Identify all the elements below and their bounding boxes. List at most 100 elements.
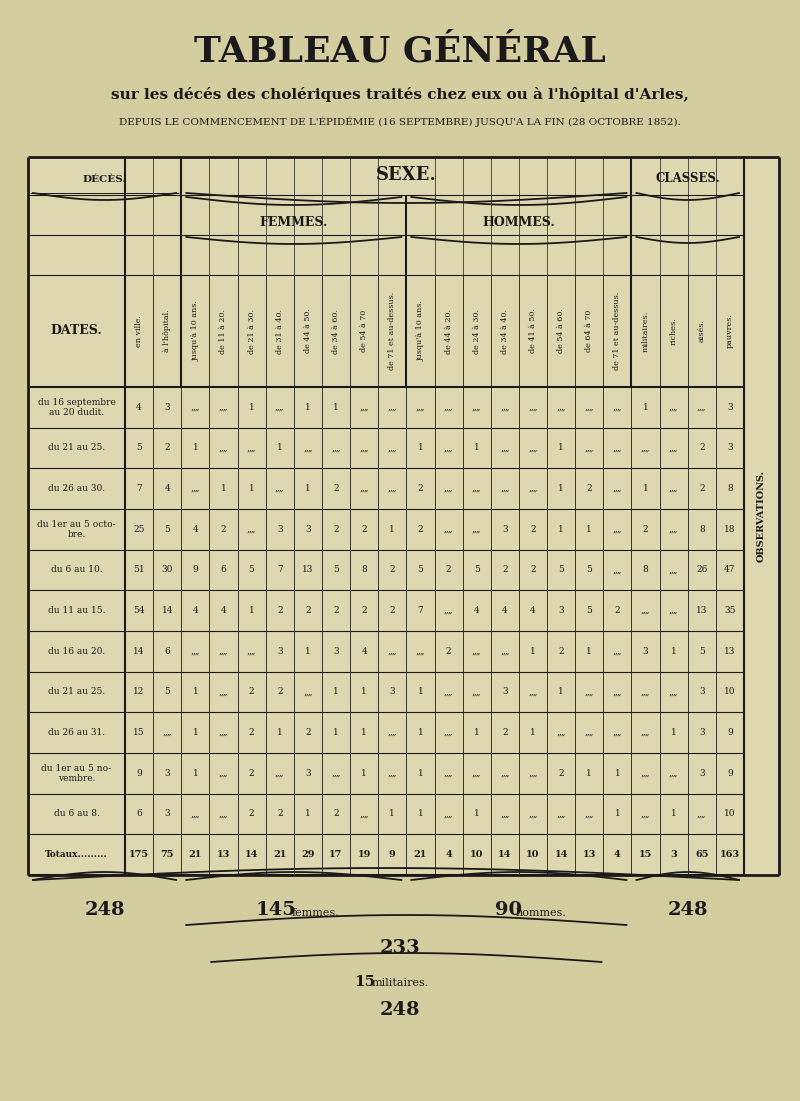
Text: de 54 à 60.: de 54 à 60. <box>557 308 565 353</box>
Text: 21: 21 <box>273 850 286 859</box>
Text: de 71 et au-dessus.: de 71 et au-dessus. <box>388 292 396 370</box>
Text: 5: 5 <box>249 566 254 575</box>
Text: „„: „„ <box>528 809 538 818</box>
Text: 5: 5 <box>164 687 170 697</box>
Text: 51: 51 <box>134 566 145 575</box>
Text: 5: 5 <box>699 646 705 656</box>
Text: 7: 7 <box>277 566 282 575</box>
Text: „„: „„ <box>585 687 594 697</box>
Text: 18: 18 <box>724 525 736 534</box>
Text: 3: 3 <box>670 850 677 859</box>
Text: 1: 1 <box>193 687 198 697</box>
Text: 5: 5 <box>136 444 142 453</box>
Text: „„: „„ <box>218 728 228 738</box>
Text: 3: 3 <box>305 525 310 534</box>
Text: de 44 à 20.: de 44 à 20. <box>445 308 453 353</box>
Text: du 26 au 31.: du 26 au 31. <box>48 728 105 738</box>
Text: 1: 1 <box>193 728 198 738</box>
Text: 5: 5 <box>586 566 592 575</box>
Text: „„: „„ <box>472 403 482 412</box>
Text: 17: 17 <box>330 850 342 859</box>
Text: 65: 65 <box>695 850 709 859</box>
Text: „„: „„ <box>641 728 650 738</box>
Text: „„: „„ <box>387 768 397 777</box>
Text: 10: 10 <box>724 809 736 818</box>
Text: 1: 1 <box>614 809 620 818</box>
Text: 1: 1 <box>333 403 339 412</box>
Text: 4: 4 <box>136 403 142 412</box>
Text: 4: 4 <box>474 607 479 615</box>
Text: „„: „„ <box>613 728 622 738</box>
Text: 2: 2 <box>334 525 339 534</box>
Text: 30: 30 <box>162 566 173 575</box>
Text: 3: 3 <box>699 687 705 697</box>
Text: 5: 5 <box>558 566 564 575</box>
Text: 13: 13 <box>582 850 596 859</box>
Text: 4: 4 <box>193 607 198 615</box>
Text: 1: 1 <box>193 444 198 453</box>
Text: 1: 1 <box>558 525 564 534</box>
Text: 25: 25 <box>134 525 145 534</box>
Text: „„: „„ <box>613 566 622 575</box>
Text: „„: „„ <box>697 403 706 412</box>
Text: militaires.: militaires. <box>371 978 429 988</box>
Text: 5: 5 <box>586 607 592 615</box>
Text: 7: 7 <box>418 607 423 615</box>
Text: aisés.: aisés. <box>698 319 706 342</box>
Text: 14: 14 <box>245 850 258 859</box>
Text: du 16 septembre
au 20 dudit.: du 16 septembre au 20 dudit. <box>38 397 115 417</box>
Bar <box>28 157 779 875</box>
Text: 10: 10 <box>470 850 483 859</box>
Text: DÉCÈS.: DÉCÈS. <box>82 174 126 184</box>
Text: 2: 2 <box>334 484 339 493</box>
Text: „„: „„ <box>444 484 454 493</box>
Text: 3: 3 <box>727 444 733 453</box>
Text: 3: 3 <box>727 403 733 412</box>
Text: 233: 233 <box>380 939 420 957</box>
Text: „„: „„ <box>444 687 454 697</box>
Text: 19: 19 <box>358 850 371 859</box>
Text: 1: 1 <box>277 444 282 453</box>
Text: 1: 1 <box>390 809 395 818</box>
Text: 1: 1 <box>418 768 423 777</box>
Text: 15: 15 <box>134 728 145 738</box>
Text: 1: 1 <box>586 768 592 777</box>
Text: 4: 4 <box>530 607 536 615</box>
Text: HOMMES.: HOMMES. <box>482 217 555 229</box>
Text: du 1er au 5 octo-
bre.: du 1er au 5 octo- bre. <box>37 520 116 539</box>
Text: „„: „„ <box>613 646 622 656</box>
Text: 1: 1 <box>221 484 226 493</box>
Text: 8: 8 <box>727 484 733 493</box>
Text: 1: 1 <box>558 687 564 697</box>
Text: 1: 1 <box>390 525 395 534</box>
Text: „„: „„ <box>613 687 622 697</box>
Text: 9: 9 <box>193 566 198 575</box>
Text: „„: „„ <box>275 768 285 777</box>
Text: du 6 au 10.: du 6 au 10. <box>50 566 102 575</box>
Text: „„: „„ <box>359 809 369 818</box>
Text: à l'hôpital.: à l'hôpital. <box>163 309 171 352</box>
Text: 3: 3 <box>164 809 170 818</box>
Text: 1: 1 <box>249 403 254 412</box>
Text: 21: 21 <box>189 850 202 859</box>
Text: 14: 14 <box>162 607 173 615</box>
Text: 1: 1 <box>642 403 648 412</box>
Text: 1: 1 <box>418 728 423 738</box>
Text: 2: 2 <box>642 525 648 534</box>
Text: de 34 à 40.: de 34 à 40. <box>501 308 509 353</box>
Text: „„: „„ <box>472 646 482 656</box>
Text: „„: „„ <box>190 646 200 656</box>
Text: 2: 2 <box>558 768 564 777</box>
Text: 2: 2 <box>277 607 282 615</box>
Text: „„: „„ <box>247 646 256 656</box>
Text: „„: „„ <box>528 403 538 412</box>
Text: 1: 1 <box>530 728 536 738</box>
Text: 248: 248 <box>667 901 708 919</box>
Text: „„: „„ <box>613 484 622 493</box>
Text: „„: „„ <box>444 768 454 777</box>
Text: 13: 13 <box>217 850 230 859</box>
Text: 2: 2 <box>502 728 508 738</box>
Text: 1: 1 <box>474 444 479 453</box>
Text: „„: „„ <box>387 646 397 656</box>
Text: du 21 au 25.: du 21 au 25. <box>48 687 105 697</box>
